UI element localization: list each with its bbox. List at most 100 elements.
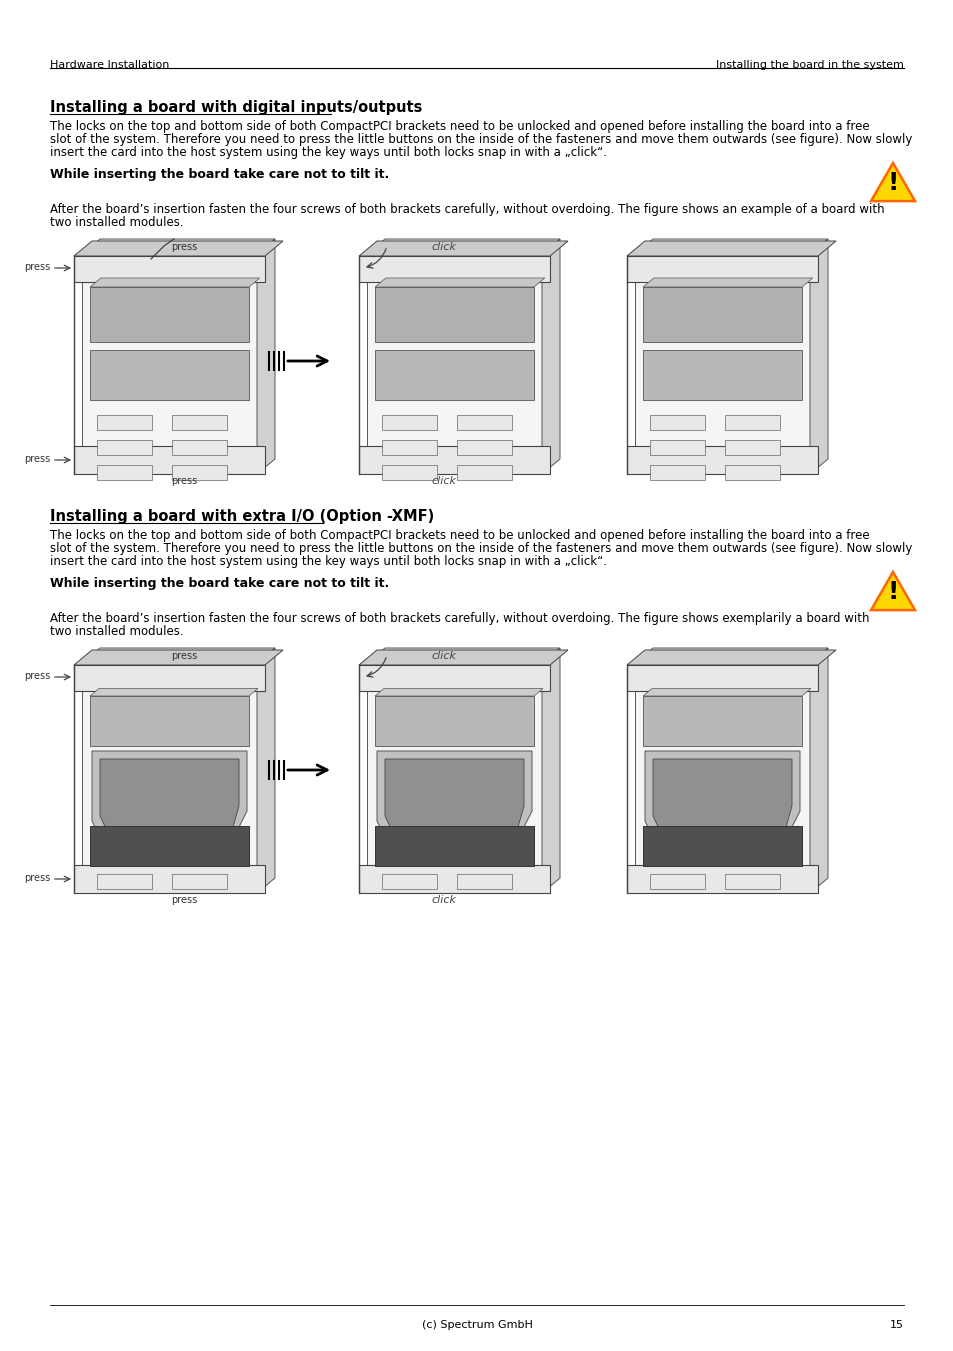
Text: slot of the system. Therefore you need to press the little buttons on the inside: slot of the system. Therefore you need t…	[50, 132, 911, 146]
Polygon shape	[635, 648, 827, 663]
Polygon shape	[635, 663, 809, 893]
Polygon shape	[385, 759, 523, 842]
Polygon shape	[626, 240, 835, 255]
Polygon shape	[635, 254, 809, 474]
Bar	[172, 415, 227, 430]
Text: press: press	[24, 873, 50, 884]
Text: press: press	[171, 894, 197, 905]
Bar	[381, 874, 436, 889]
Text: insert the card into the host system using the key ways until both locks snap in: insert the card into the host system usi…	[50, 146, 606, 159]
Text: press: press	[24, 454, 50, 463]
Text: click: click	[431, 242, 456, 253]
Text: click: click	[431, 476, 456, 486]
Polygon shape	[74, 240, 283, 255]
Polygon shape	[642, 278, 812, 286]
Polygon shape	[626, 255, 817, 282]
Text: slot of the system. Therefore you need to press the little buttons on the inside: slot of the system. Therefore you need t…	[50, 542, 911, 555]
Polygon shape	[74, 650, 283, 665]
Text: The locks on the top and bottom side of both CompactPCI brackets need to be unlo: The locks on the top and bottom side of …	[50, 530, 869, 542]
Polygon shape	[90, 825, 249, 866]
Polygon shape	[256, 648, 274, 893]
Polygon shape	[90, 286, 249, 342]
Text: insert the card into the host system using the key ways until both locks snap in: insert the card into the host system usi…	[50, 555, 606, 567]
Polygon shape	[375, 696, 534, 746]
Text: two installed modules.: two installed modules.	[50, 216, 183, 230]
Polygon shape	[375, 350, 534, 400]
Polygon shape	[870, 571, 914, 611]
Text: press: press	[24, 262, 50, 272]
Bar	[649, 465, 704, 480]
Polygon shape	[100, 759, 239, 842]
Polygon shape	[367, 239, 559, 254]
Polygon shape	[644, 751, 800, 851]
Bar	[172, 440, 227, 455]
Polygon shape	[642, 286, 801, 342]
Text: While inserting the board take care not to tilt it.: While inserting the board take care not …	[50, 168, 389, 181]
Text: While inserting the board take care not to tilt it.: While inserting the board take care not …	[50, 577, 389, 590]
Polygon shape	[809, 648, 827, 893]
Text: After the board’s insertion fasten the four screws of both brackets carefully, w: After the board’s insertion fasten the f…	[50, 203, 883, 216]
Bar	[97, 874, 152, 889]
Bar	[172, 874, 227, 889]
Bar	[649, 415, 704, 430]
Polygon shape	[82, 239, 274, 254]
Text: press: press	[171, 651, 197, 661]
Polygon shape	[626, 650, 835, 665]
Polygon shape	[358, 240, 567, 255]
Polygon shape	[82, 663, 256, 893]
Bar	[97, 440, 152, 455]
Text: Hardware Installation: Hardware Installation	[50, 59, 170, 70]
Text: 15: 15	[889, 1320, 903, 1329]
Bar	[97, 415, 152, 430]
Text: (c) Spectrum GmbH: (c) Spectrum GmbH	[421, 1320, 532, 1329]
Polygon shape	[626, 665, 817, 690]
Polygon shape	[91, 751, 247, 851]
Polygon shape	[358, 650, 567, 665]
Polygon shape	[375, 825, 534, 866]
Bar	[97, 465, 152, 480]
Text: Installing a board with extra I/O (Option -XMF): Installing a board with extra I/O (Optio…	[50, 509, 434, 524]
Bar	[649, 440, 704, 455]
Polygon shape	[870, 163, 914, 201]
Polygon shape	[90, 696, 249, 746]
Bar	[724, 874, 780, 889]
Text: press: press	[171, 242, 197, 253]
Text: Installing a board with digital inputs/outputs: Installing a board with digital inputs/o…	[50, 100, 422, 115]
Bar	[381, 440, 436, 455]
Polygon shape	[626, 446, 817, 474]
Polygon shape	[90, 350, 249, 400]
Polygon shape	[541, 239, 559, 474]
Polygon shape	[375, 278, 544, 286]
Text: The locks on the top and bottom side of both CompactPCI brackets need to be unlo: The locks on the top and bottom side of …	[50, 120, 869, 132]
Polygon shape	[375, 286, 534, 342]
Text: After the board’s insertion fasten the four screws of both brackets carefully, w: After the board’s insertion fasten the f…	[50, 612, 868, 626]
Polygon shape	[74, 865, 265, 893]
Bar	[456, 440, 512, 455]
Polygon shape	[642, 696, 801, 746]
Text: !: !	[886, 170, 898, 195]
Polygon shape	[74, 446, 265, 474]
Polygon shape	[541, 648, 559, 893]
Text: !: !	[886, 580, 898, 604]
Polygon shape	[90, 689, 257, 696]
Polygon shape	[82, 648, 274, 663]
Bar	[456, 874, 512, 889]
Polygon shape	[642, 350, 801, 400]
Text: click: click	[431, 894, 456, 905]
Polygon shape	[809, 239, 827, 474]
Polygon shape	[642, 689, 810, 696]
Polygon shape	[635, 239, 827, 254]
Polygon shape	[367, 648, 559, 663]
Polygon shape	[376, 751, 532, 851]
Polygon shape	[358, 255, 550, 282]
Polygon shape	[358, 665, 550, 690]
Text: two installed modules.: two installed modules.	[50, 626, 183, 638]
Polygon shape	[642, 825, 801, 866]
Polygon shape	[256, 239, 274, 474]
Bar	[456, 415, 512, 430]
Text: Installing the board in the system: Installing the board in the system	[716, 59, 903, 70]
Text: click: click	[431, 651, 456, 661]
Bar	[456, 465, 512, 480]
Polygon shape	[358, 446, 550, 474]
Text: press: press	[171, 476, 197, 486]
